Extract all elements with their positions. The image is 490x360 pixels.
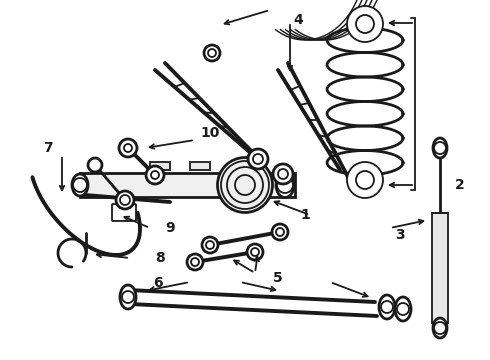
FancyBboxPatch shape	[432, 213, 448, 323]
Circle shape	[202, 237, 218, 253]
Circle shape	[277, 177, 293, 193]
Ellipse shape	[72, 174, 88, 196]
Circle shape	[208, 49, 216, 57]
Circle shape	[356, 171, 374, 189]
Circle shape	[276, 228, 284, 236]
Circle shape	[347, 6, 383, 42]
Text: 2: 2	[455, 178, 465, 192]
Circle shape	[204, 45, 220, 61]
Ellipse shape	[379, 295, 395, 319]
Text: 8: 8	[155, 251, 165, 265]
Circle shape	[206, 241, 214, 249]
Ellipse shape	[395, 297, 411, 321]
Circle shape	[248, 149, 268, 169]
FancyBboxPatch shape	[112, 204, 136, 221]
FancyBboxPatch shape	[190, 162, 210, 170]
Circle shape	[381, 301, 393, 313]
Ellipse shape	[433, 318, 447, 338]
Circle shape	[120, 195, 130, 205]
Ellipse shape	[276, 172, 294, 198]
Text: 1: 1	[300, 208, 310, 222]
Circle shape	[273, 164, 293, 184]
Ellipse shape	[433, 138, 447, 158]
Circle shape	[124, 144, 132, 152]
Circle shape	[347, 162, 383, 198]
Circle shape	[251, 248, 259, 256]
Text: 4: 4	[293, 13, 303, 27]
Circle shape	[146, 166, 164, 184]
Circle shape	[253, 154, 263, 164]
Ellipse shape	[120, 285, 136, 309]
Circle shape	[122, 291, 134, 303]
Text: 6: 6	[153, 276, 163, 290]
Text: 5: 5	[273, 271, 283, 285]
Text: 3: 3	[395, 228, 405, 242]
Circle shape	[191, 258, 199, 266]
Circle shape	[272, 224, 288, 240]
Circle shape	[116, 191, 134, 209]
Circle shape	[73, 178, 87, 192]
Circle shape	[88, 158, 102, 172]
Circle shape	[151, 171, 159, 179]
Circle shape	[278, 169, 288, 179]
Circle shape	[397, 303, 409, 315]
Text: 9: 9	[165, 221, 175, 235]
Circle shape	[247, 244, 263, 260]
Circle shape	[434, 322, 446, 334]
FancyBboxPatch shape	[150, 162, 170, 170]
Circle shape	[434, 142, 446, 154]
Circle shape	[187, 254, 203, 270]
Circle shape	[119, 139, 137, 157]
Circle shape	[356, 15, 374, 33]
Text: 10: 10	[200, 126, 220, 140]
Ellipse shape	[218, 158, 272, 212]
Text: 7: 7	[43, 141, 53, 155]
FancyBboxPatch shape	[80, 173, 295, 197]
